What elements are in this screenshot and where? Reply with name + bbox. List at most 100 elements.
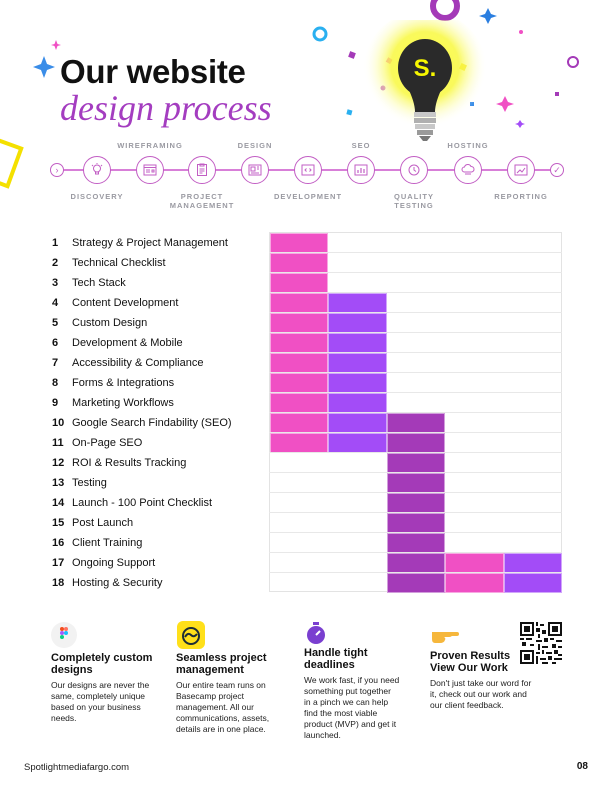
gantt-cell: [386, 533, 446, 553]
task-row: 4 Content Development: [52, 293, 178, 313]
task-label: Google Search Findability (SEO): [72, 417, 232, 429]
feature-text-line: find the most viable: [304, 708, 378, 718]
gantt-row-divider: [269, 472, 562, 473]
gantt-cell: [386, 433, 446, 453]
development-code-icon: [294, 156, 322, 184]
gantt-cell: [386, 573, 446, 593]
task-row: 14 Launch - 100 Point Checklist: [52, 493, 212, 513]
process-label-testing: TESTING: [394, 201, 434, 210]
view-our-work-link[interactable]: View Our Work: [430, 662, 508, 674]
feature-text-line: Our designs are never the: [51, 680, 150, 690]
gantt-cell: [270, 253, 329, 273]
task-row: 18 Hosting & Security: [52, 573, 162, 593]
task-number: 17: [52, 557, 65, 569]
design-layout-icon: [241, 156, 269, 184]
feature-title-line: Proven Results: [430, 650, 511, 662]
process-label-wireframing: WIREFRAMING: [117, 141, 183, 150]
feature-text-line: Our entire team runs on: [176, 680, 266, 690]
task-row: 16 Client Training: [52, 533, 142, 553]
gantt-cell: [270, 273, 329, 293]
seo-chart-icon: [347, 156, 375, 184]
feature-text-line: something put together: [304, 686, 391, 696]
task-row: 3 Tech Stack: [52, 273, 126, 293]
task-number: 11: [52, 437, 64, 449]
task-label: Post Launch: [72, 517, 134, 529]
project-management-clipboard-icon: [188, 156, 216, 184]
gantt-cell: [328, 373, 387, 393]
process-label-project: PROJECT: [180, 192, 224, 201]
gantt-cell: [503, 573, 562, 593]
gantt-cell: [328, 433, 387, 453]
task-label: Launch - 100 Point Checklist: [72, 497, 213, 509]
light-bulb-illustration: S.: [363, 20, 487, 141]
feature-title-line: designs: [51, 664, 93, 676]
task-label: Strategy & Project Management: [72, 237, 228, 249]
task-row: 9 Marketing Workflows: [52, 393, 174, 413]
gantt-cell: [270, 433, 329, 453]
feature-title-line: Handle tight: [304, 647, 368, 659]
gantt-row-divider: [269, 432, 562, 433]
gantt-row-divider: [269, 292, 562, 293]
basecamp-icon: [177, 621, 205, 649]
gantt-cell: [270, 233, 329, 253]
task-row: 10 Google Search Findability (SEO): [52, 413, 232, 433]
task-label: ROI & Results Tracking: [72, 457, 187, 469]
task-number: 10: [52, 417, 65, 429]
task-row: 8 Forms & Integrations: [52, 373, 174, 393]
feature-project-management: Seamless project management Our entire t…: [176, 652, 296, 735]
gantt-row-divider: [269, 332, 562, 333]
feature-text-line: our client feedback.: [430, 700, 504, 710]
gantt-row-divider: [269, 532, 562, 533]
process-label-design: DESIGN: [237, 141, 273, 150]
feature-title-line: Seamless project: [176, 652, 267, 664]
process-label-seo: SEO: [351, 141, 371, 150]
gantt-cell: [386, 493, 446, 513]
gantt-cell: [270, 293, 329, 313]
task-label: Technical Checklist: [72, 257, 166, 269]
task-row: 11 On-Page SEO: [52, 433, 142, 453]
task-label: Custom Design: [72, 317, 148, 329]
website-link[interactable]: Spotlightmediafargo.com: [24, 762, 130, 773]
task-number: 7: [52, 357, 59, 369]
task-label: Ongoing Support: [72, 557, 156, 569]
gantt-cell: [270, 373, 329, 393]
process-label-reporting: REPORTING: [494, 192, 548, 201]
gantt-row-divider: [269, 412, 562, 413]
gantt-cell: [386, 553, 446, 573]
task-row: 13 Testing: [52, 473, 107, 493]
task-number: 15: [52, 517, 65, 529]
gantt-cell: [270, 333, 329, 353]
gantt-row-divider: [269, 492, 562, 493]
process-label-quality: QUALITY: [394, 192, 434, 201]
task-label: Client Training: [72, 537, 143, 549]
process-label-hosting: HOSTING: [447, 141, 489, 150]
task-row: 5 Custom Design: [52, 313, 147, 333]
gantt-cell: [270, 393, 329, 413]
task-number: 6: [52, 337, 59, 349]
process-end-check-icon: ✓: [550, 163, 564, 177]
gantt-cell: [386, 513, 446, 533]
process-label-discovery: DISCOVERY: [70, 192, 124, 201]
task-label: Hosting & Security: [72, 577, 163, 589]
wireframing-icon: [136, 156, 164, 184]
task-label: Accessibility & Compliance: [72, 357, 204, 369]
page-subtitle: design process: [60, 88, 272, 128]
task-number: 13: [52, 477, 65, 489]
task-number: 16: [52, 537, 65, 549]
gantt-row-divider: [269, 512, 562, 513]
gantt-cell: [328, 393, 387, 413]
gantt-cell: [503, 553, 562, 573]
feature-text-line: Basecamp project: [176, 691, 245, 701]
feature-text-line: details are in one place.: [176, 724, 266, 734]
task-number: 3: [52, 277, 59, 289]
task-row: 12 ROI & Results Tracking: [52, 453, 186, 473]
page-title: Our website: [60, 53, 246, 90]
task-row: 7 Accessibility & Compliance: [52, 353, 203, 373]
task-number: 8: [52, 377, 59, 389]
pointing-hand-icon: [432, 632, 459, 643]
feature-text-line: We work fast, if you need: [304, 675, 400, 685]
feature-text-line: in a pinch we can help: [304, 697, 389, 707]
task-label: Marketing Workflows: [72, 397, 174, 409]
task-number: 1: [52, 237, 59, 249]
gantt-cell: [328, 413, 387, 433]
